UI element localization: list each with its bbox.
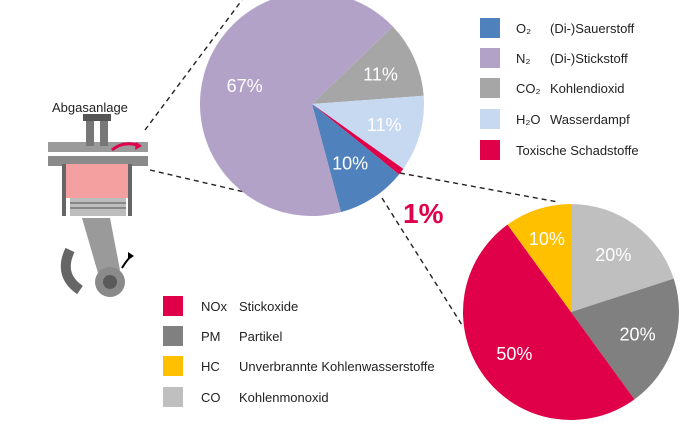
legend-item: HC Unverbrannte Kohlenwasserstoffe [163,356,435,376]
pie-slice [463,224,635,420]
legend-text: Toxische Schadstoffe [516,142,639,158]
engine-illustration [48,114,148,297]
pie-slice [571,278,679,400]
connector-detail-bottom [381,197,463,326]
legend-swatch [480,109,500,129]
legend-item: H₂O Wasserdampf [480,109,630,129]
legend-item: N₂ (Di-)Stickstoff [480,48,628,68]
pie-slice-label: 50% [496,344,532,364]
legend-text: Wasserdampf [550,111,630,127]
pie-chart-pollutants: 20% 20% 50% 10% [463,204,679,420]
pie-chart-exhaust-composition: 11% 11% 10% 67% [200,0,424,216]
legend-code: O₂ [516,20,532,36]
legend-text: Stickoxide [239,298,299,314]
legend-code: PM [201,328,221,344]
legend-text: Partikel [239,328,283,344]
legend-swatch [480,140,500,160]
legend-text: Kohlenmonoxid [239,389,329,405]
pie-slice-label: 20% [595,245,631,265]
legend-swatch [163,356,183,376]
pie-slice-label: 11% [363,64,398,84]
pie-slice [312,104,400,213]
pie-slice [507,204,571,312]
pie-slice [200,0,393,216]
pie-slice [571,204,674,312]
pie-slice-label: 20% [620,325,656,345]
legend-item: PM Partikel [163,326,282,346]
legend-text: Kohlendioxid [550,80,625,96]
pie-slice [312,95,424,169]
pie-slice-label: 10% [529,229,565,249]
legend-item: CO Kohlenmonoxid [163,387,329,407]
pie-slice [312,26,424,104]
legend-swatch [480,18,500,38]
legend-swatch [163,296,183,316]
engine-label: Abgasanlage [52,100,128,115]
legend-code: CO₂ [516,80,541,96]
callout-percentage: 1% [403,198,444,229]
legend-code: H₂O [516,111,541,127]
legend-code: HC [201,358,220,374]
legend-swatch [163,387,183,407]
legend-swatch [480,48,500,68]
pie-slice-label: 10% [332,154,368,174]
pie-slice-label: 11% [367,115,402,135]
legend-item: CO₂ Kohlendioxid [480,78,624,98]
pie-slice-label: 67% [227,76,263,96]
legend-text: (Di-)Stickstoff [550,50,628,66]
legend-item: Toxische Schadstoffe [480,140,639,160]
legend-code: CO [201,389,221,405]
legend-swatch [480,78,500,98]
legend-text: Unverbrannte Kohlenwasserstoffe [239,358,435,374]
legend-item: O₂ (Di-)Sauerstoff [480,18,634,38]
legend-swatch [163,326,183,346]
pie-slice [312,104,404,175]
legend-code: NOx [201,298,227,314]
connector-engine-top [144,0,243,131]
legend-text: (Di-)Sauerstoff [550,20,635,36]
legend-item: NOx Stickoxide [163,296,298,316]
legend-code: N₂ [516,50,531,66]
